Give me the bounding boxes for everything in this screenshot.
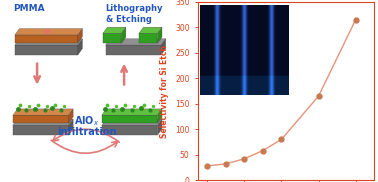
Polygon shape bbox=[121, 27, 126, 43]
Polygon shape bbox=[103, 33, 121, 43]
Polygon shape bbox=[139, 27, 162, 33]
Polygon shape bbox=[103, 27, 126, 33]
Polygon shape bbox=[15, 29, 82, 35]
Polygon shape bbox=[13, 119, 73, 125]
Polygon shape bbox=[68, 109, 73, 123]
Polygon shape bbox=[102, 119, 162, 125]
Text: infiltration: infiltration bbox=[57, 127, 117, 137]
Polygon shape bbox=[15, 39, 82, 45]
Polygon shape bbox=[15, 35, 78, 43]
Polygon shape bbox=[68, 119, 73, 135]
Polygon shape bbox=[78, 39, 82, 55]
Polygon shape bbox=[78, 29, 82, 43]
Polygon shape bbox=[15, 45, 78, 55]
Y-axis label: Selectivity for Si Etch: Selectivity for Si Etch bbox=[160, 45, 169, 137]
Polygon shape bbox=[13, 125, 68, 135]
Polygon shape bbox=[105, 39, 166, 45]
Polygon shape bbox=[161, 39, 166, 55]
Polygon shape bbox=[139, 33, 157, 43]
Text: AlO$_x$: AlO$_x$ bbox=[74, 114, 100, 128]
Text: Lithography
& Etching: Lithography & Etching bbox=[105, 5, 163, 24]
Polygon shape bbox=[157, 109, 162, 123]
Polygon shape bbox=[13, 115, 68, 123]
Polygon shape bbox=[102, 115, 157, 123]
Polygon shape bbox=[157, 27, 162, 43]
Polygon shape bbox=[13, 109, 73, 115]
Polygon shape bbox=[102, 109, 162, 115]
Polygon shape bbox=[157, 119, 162, 135]
Polygon shape bbox=[105, 45, 161, 55]
Text: PMMA: PMMA bbox=[13, 5, 45, 13]
Polygon shape bbox=[102, 125, 157, 135]
